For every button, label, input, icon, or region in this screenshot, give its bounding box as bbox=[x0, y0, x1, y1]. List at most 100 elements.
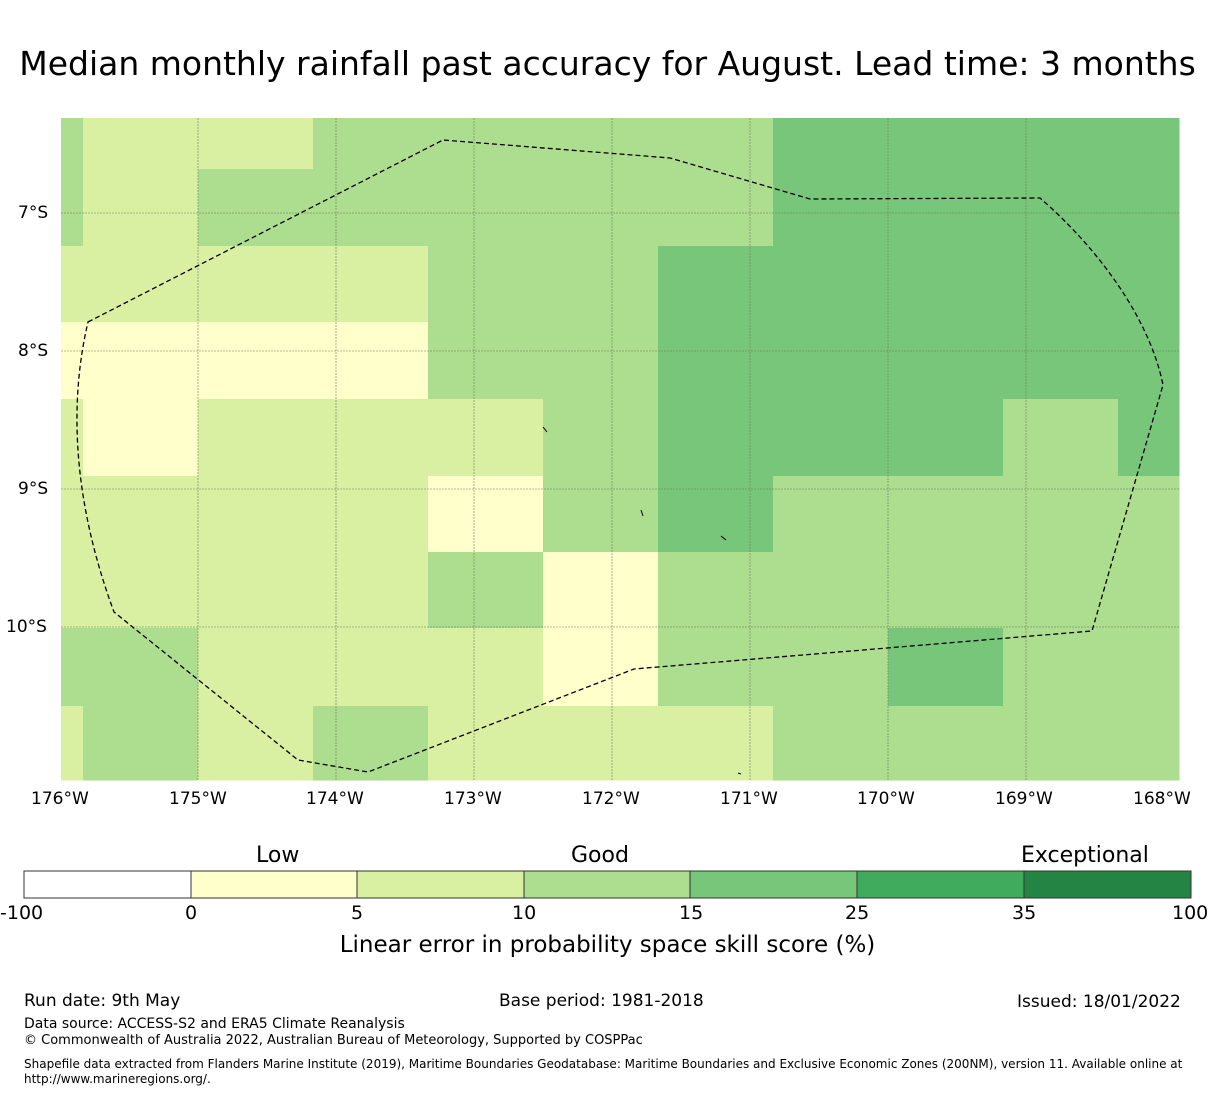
skill-cell bbox=[1118, 118, 1180, 170]
skill-cell bbox=[773, 246, 889, 323]
skill-cell bbox=[83, 706, 199, 781]
skill-cell bbox=[61, 322, 84, 400]
skill-cell bbox=[198, 706, 314, 781]
skill-cell bbox=[888, 552, 1004, 629]
shapefile-url: http://www.marineregions.org/. bbox=[24, 1072, 211, 1086]
skill-cell bbox=[773, 322, 889, 400]
skill-cell bbox=[658, 169, 774, 247]
skill-cell bbox=[198, 476, 314, 553]
skill-cell bbox=[1118, 628, 1180, 707]
skill-cell bbox=[1003, 246, 1119, 323]
skill-cell bbox=[313, 322, 429, 400]
skill-cell bbox=[61, 706, 84, 781]
colorbar-swatch bbox=[856, 870, 1025, 899]
skill-cell bbox=[428, 476, 544, 553]
skill-cell bbox=[773, 628, 889, 707]
colorbar-swatch bbox=[689, 870, 858, 899]
colorbar-tick: 25 bbox=[845, 902, 870, 924]
skill-cell bbox=[888, 322, 1004, 400]
skill-cell bbox=[658, 552, 774, 629]
skill-cell bbox=[543, 169, 659, 247]
skill-cell bbox=[1118, 476, 1180, 553]
skill-cell bbox=[888, 169, 1004, 247]
skill-cell bbox=[428, 628, 544, 707]
graticule bbox=[61, 118, 1179, 780]
colorbar-tick: -100 bbox=[0, 902, 44, 924]
skill-cell bbox=[543, 628, 659, 707]
skill-cell bbox=[198, 399, 314, 477]
skill-cell bbox=[1003, 552, 1119, 629]
skill-cell bbox=[658, 118, 774, 170]
skill-cell bbox=[658, 322, 774, 400]
colorbar-tick: 100 bbox=[1172, 902, 1209, 924]
lon-label-175w: 175°W bbox=[169, 789, 227, 809]
skill-cell bbox=[61, 628, 84, 707]
shapefile-credit: Shapefile data extracted from Flanders M… bbox=[24, 1057, 1183, 1071]
skill-cell bbox=[428, 706, 544, 781]
base-period: Base period: 1981-2018 bbox=[499, 991, 704, 1011]
lon-label-174w: 174°W bbox=[306, 789, 364, 809]
island-mark bbox=[737, 772, 742, 775]
skill-cell bbox=[773, 476, 889, 553]
eez-boundary bbox=[76, 139, 1164, 773]
skill-cell bbox=[198, 628, 314, 707]
colorbar-title: Linear error in probability space skill … bbox=[339, 932, 876, 958]
colorbar-label-exceptional: Exceptional bbox=[1021, 843, 1149, 868]
skill-cell bbox=[83, 552, 199, 629]
skill-cell bbox=[888, 246, 1004, 323]
lat-label-8s: 8°S bbox=[18, 341, 49, 361]
skill-cell bbox=[428, 169, 544, 247]
skill-cell bbox=[658, 706, 774, 781]
skill-cell bbox=[428, 552, 544, 629]
skill-cell bbox=[198, 246, 314, 323]
skill-cell bbox=[773, 169, 889, 247]
skill-cell bbox=[1118, 169, 1180, 247]
skill-cell bbox=[658, 476, 774, 553]
copyright: © Commonwealth of Australia 2022, Austra… bbox=[24, 1033, 643, 1048]
skill-cell bbox=[773, 552, 889, 629]
skill-cell bbox=[888, 476, 1004, 553]
skill-cell bbox=[198, 169, 314, 247]
skill-cell bbox=[888, 706, 1004, 781]
skill-cell bbox=[888, 118, 1004, 170]
skill-cell bbox=[543, 552, 659, 629]
lon-label-173w: 173°W bbox=[444, 789, 502, 809]
skill-cell bbox=[543, 706, 659, 781]
island-mark bbox=[720, 535, 727, 541]
skill-cell bbox=[61, 552, 84, 629]
skill-cell bbox=[543, 476, 659, 553]
skill-cell bbox=[1118, 246, 1180, 323]
skill-cell bbox=[658, 628, 774, 707]
skill-cell bbox=[1118, 552, 1180, 629]
skill-cell bbox=[543, 399, 659, 477]
skill-cell bbox=[1003, 118, 1119, 170]
skill-cell bbox=[1118, 322, 1180, 400]
skill-cell bbox=[313, 706, 429, 781]
colorbar-swatch bbox=[23, 870, 192, 899]
skill-cell bbox=[83, 246, 199, 323]
colorbar-tick: 35 bbox=[1012, 902, 1037, 924]
skill-cell bbox=[658, 399, 774, 477]
colorbar-label-good: Good bbox=[571, 843, 629, 868]
skill-cell bbox=[83, 322, 199, 400]
colorbar-swatch bbox=[1023, 870, 1192, 899]
skill-cell bbox=[313, 628, 429, 707]
lat-label-9s: 9°S bbox=[18, 479, 49, 499]
skill-cell bbox=[888, 399, 1004, 477]
lon-label-168w: 168°W bbox=[1133, 789, 1191, 809]
skill-cell bbox=[543, 118, 659, 170]
data-source: Data source: ACCESS-S2 and ERA5 Climate … bbox=[24, 1016, 405, 1032]
colorbar-label-low: Low bbox=[256, 843, 300, 868]
skill-cell bbox=[773, 399, 889, 477]
skill-cell bbox=[1003, 476, 1119, 553]
colorbar-swatch bbox=[356, 870, 525, 899]
skill-grid-cells bbox=[61, 118, 1180, 781]
skill-cell bbox=[313, 169, 429, 247]
issued-date: Issued: 18/01/2022 bbox=[1017, 992, 1181, 1012]
skill-cell bbox=[1003, 628, 1119, 707]
skill-cell bbox=[198, 552, 314, 629]
skill-cell bbox=[83, 169, 199, 247]
skill-cell bbox=[773, 118, 889, 170]
skill-cell bbox=[313, 552, 429, 629]
